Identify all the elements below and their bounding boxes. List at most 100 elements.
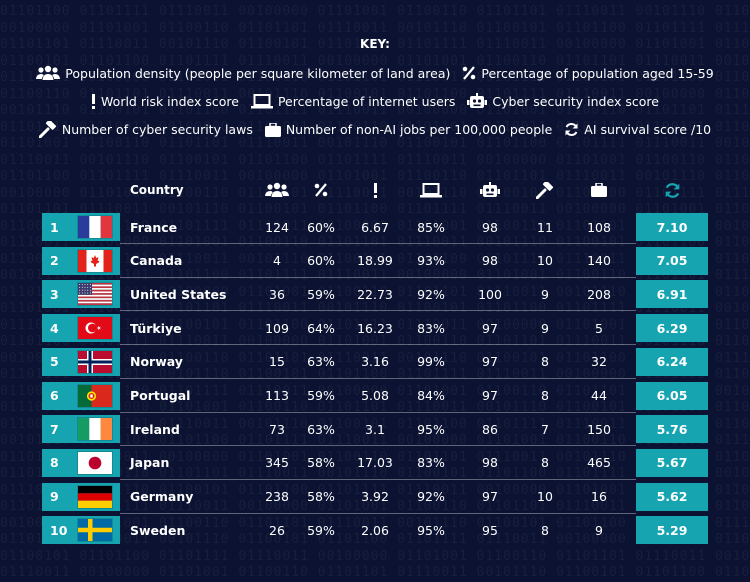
exclamation-icon — [92, 94, 96, 109]
binary-line: 01100110 01101101 01110011 00101110 0110… — [0, 416, 750, 432]
non-ai-jobs-value: 108 — [587, 219, 611, 235]
internet-users-value: 85% — [417, 219, 445, 235]
country-column-header: Country — [130, 183, 184, 197]
key-label-cyber-laws: Number of cyber security laws — [61, 122, 253, 137]
table-header: Country — [42, 175, 708, 205]
binary-line: 01101001 01100110 01101101 01110011 0010… — [0, 466, 750, 481]
key-label-internet-users: Percentage of internet users — [277, 94, 456, 109]
binary-line: 01101101 01110011 00101110 01100101 0110… — [0, 37, 750, 52]
non-ai-jobs-value: 44 — [591, 388, 607, 403]
binary-line: 01101111 01110011 00100000 01101001 0110… — [0, 119, 750, 135]
key-item-ai-survival: AI survival score /10 — [564, 122, 711, 137]
key-item-age-percentage: Percentage of population aged 15-59 — [462, 66, 714, 81]
japan-flag-icon — [77, 450, 113, 475]
germany-flag-icon — [77, 484, 113, 509]
header-density — [252, 175, 302, 205]
ai-survival-score: 6.29 — [636, 314, 708, 343]
cyber-laws-value: 10 — [537, 253, 553, 269]
country-name: Norway — [130, 354, 183, 370]
table-row: 9 Germany 238 58% 3.92 92% 97 10 16 5.62 — [42, 482, 708, 514]
risk-index-value: 3.16 — [361, 354, 389, 370]
ai-survival-score: 6.05 — [636, 381, 708, 410]
cyber-index-value: 97 — [482, 354, 498, 370]
cyber-index-value: 95 — [482, 522, 498, 538]
percent-icon — [314, 183, 328, 197]
population-density-value: 26 — [269, 522, 285, 538]
non-ai-jobs-value: 16 — [591, 489, 607, 505]
age-percentage-value: 58% — [307, 489, 335, 505]
risk-index-value: 16.23 — [357, 320, 393, 336]
key-label-non-ai-jobs: Number of non-AI jobs per 100,000 people — [285, 122, 553, 137]
rank-number: 4 — [42, 314, 70, 343]
risk-index-value: 3.92 — [361, 489, 389, 505]
country-name: France — [130, 219, 178, 235]
binary-line: 01100101 01101100 01101111 01110011 0010… — [0, 218, 750, 234]
key-item-non-ai-jobs: Number of non-AI jobs per 100,000 people — [264, 122, 553, 137]
flag-cell — [70, 213, 120, 241]
country-name: Türkiye — [130, 320, 182, 336]
binary-line: 01100110 01101101 01110011 00101110 0110… — [0, 86, 750, 102]
cyber-index-value: 86 — [482, 421, 498, 437]
population-density-value: 124 — [265, 219, 289, 235]
population-density-value: 36 — [269, 286, 285, 302]
header-risk — [348, 175, 402, 205]
age-percentage-value: 60% — [307, 253, 335, 269]
population-density-value: 15 — [269, 354, 285, 370]
age-percentage-value: 59% — [307, 286, 335, 302]
cyber-index-value: 97 — [482, 320, 498, 336]
binary-line: 01101100 01101111 01110011 00100000 0110… — [0, 334, 750, 349]
internet-users-value: 99% — [417, 354, 445, 370]
binary-line: 00100000 01101001 01100110 01101101 0111… — [0, 350, 750, 366]
binary-line: 01110011 00100000 01101001 01100110 0110… — [0, 235, 750, 250]
ai-survival-score: 5.67 — [636, 448, 708, 477]
binary-line: 01101100 01101111 01110011 00100000 0110… — [0, 499, 750, 514]
rank-number: 8 — [42, 448, 70, 477]
population-density-value: 238 — [265, 489, 289, 505]
table-row: 5 Norway 15 63% 3.16 99% 97 8 32 6.24 — [42, 347, 708, 379]
briefcase-icon — [264, 122, 281, 137]
flag-cell — [70, 347, 120, 376]
table-row: 3 United States 36 59% 22.73 92% 100 9 208 6.91 — [42, 280, 708, 312]
binary-line: 01110011 00100000 01101001 01100110 0110… — [0, 70, 750, 85]
portugal-flag-icon — [77, 383, 113, 408]
ai-survival-score: 7.10 — [636, 213, 708, 241]
country-name: Canada — [130, 253, 183, 269]
age-percentage-value: 59% — [307, 522, 335, 538]
key-item-internet-users: Percentage of internet users — [250, 94, 456, 109]
ai-survival-score: 6.24 — [636, 347, 708, 376]
cyber-laws-value: 8 — [541, 455, 549, 471]
population-density-value: 345 — [265, 455, 289, 471]
country-name: Sweden — [130, 522, 186, 538]
rank-number: 6 — [42, 381, 70, 410]
age-percentage-value: 60% — [307, 219, 335, 235]
cyber-laws-value: 8 — [541, 522, 549, 538]
binary-line: 01100101 01101100 01101111 01110011 0010… — [0, 548, 750, 564]
internet-users-value: 92% — [417, 286, 445, 302]
binary-line: 00101110 01100101 01101100 01101111 0111… — [0, 268, 750, 283]
rank-number: 10 — [42, 516, 70, 545]
refresh-icon — [565, 123, 578, 136]
flag-cell — [70, 280, 120, 309]
country-name: Ireland — [130, 421, 180, 437]
flag-cell — [70, 415, 120, 444]
age-percentage-value: 63% — [307, 354, 335, 370]
internet-users-value: 83% — [417, 455, 445, 471]
non-ai-jobs-value: 5 — [595, 320, 603, 336]
cyber-index-value: 98 — [482, 253, 498, 269]
binary-line: 01100101 01101100 01101111 01110011 0010… — [0, 53, 750, 69]
ai-survival-score: 5.29 — [636, 516, 708, 545]
binary-line: 01101101 01110011 00101110 01100101 0110… — [0, 367, 750, 382]
binary-line: 00100000 01101001 01100110 01101101 0111… — [0, 185, 750, 201]
key-item-cyber-index: Cyber security index score — [467, 93, 659, 110]
non-ai-jobs-value: 208 — [587, 286, 611, 302]
population-density-value: 73 — [269, 421, 285, 437]
binary-line: 01110011 00101110 01100101 01101100 0110… — [0, 317, 750, 333]
non-ai-jobs-value: 32 — [591, 354, 607, 370]
key-item-cyber-laws: Number of cyber security laws — [38, 121, 253, 138]
binary-line: 01101101 01110011 00101110 01100101 0110… — [0, 532, 750, 547]
percent-icon — [463, 66, 476, 80]
key-label-population-density: Population density (people per square ki… — [65, 65, 451, 81]
exclamation-icon — [373, 182, 377, 198]
binary-line: 00100000 01101001 01100110 01101101 0111… — [0, 20, 750, 36]
